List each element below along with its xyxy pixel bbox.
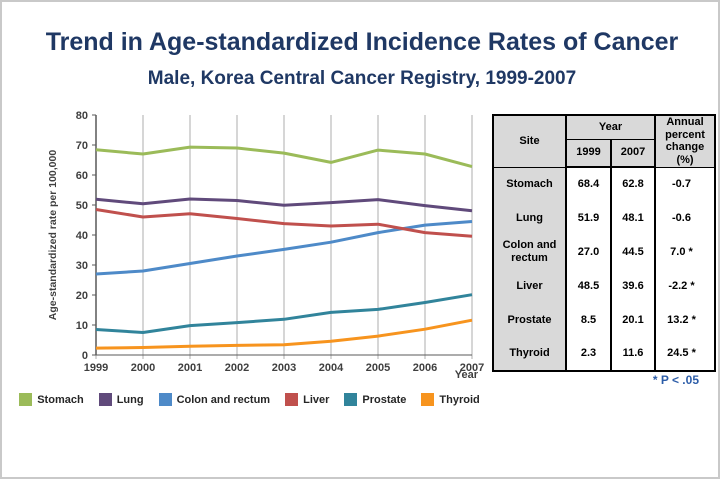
value-1999: 48.5: [565, 269, 612, 304]
series-line-stomach: [95, 145, 473, 169]
page-subtitle: Male, Korea Central Cancer Registry, 199…: [147, 68, 577, 89]
y-axis-title: Age-standardized rate per 100,000: [47, 150, 59, 321]
incidence-table: Site Year Annual percent change (%) 1999…: [492, 114, 716, 373]
incidence-trend-chart: 2007 2006 2005 2004 2003 2002 2001 2000 1999 80 70…: [10, 100, 490, 420]
table-row-lung: Lung 51.9 48.1 -0.6: [492, 201, 716, 236]
table-row-colon-rectum: Colon and rectum 27.0 44.5 7.0 *: [492, 235, 716, 270]
table-header-apc: Annual percent change (%): [654, 115, 716, 168]
legend-item-liver: Liver: [285, 393, 329, 406]
table-header-1999: 1999: [565, 139, 612, 169]
value-1999: 8.5: [565, 303, 612, 338]
value-2007: 20.1: [610, 303, 656, 338]
series-line-liver: [95, 208, 473, 238]
x-tick-label: 2003: [272, 362, 296, 374]
site-label: Stomach: [492, 167, 567, 202]
value-2007: 44.5: [610, 235, 656, 270]
legend-label: Liver: [303, 393, 330, 406]
legend-label: Prostate: [362, 393, 407, 406]
site-label: Lung: [492, 201, 567, 236]
thyroid-swatch-icon: [421, 393, 435, 406]
legend-item-colon-and-rectum: Colon and rectum: [158, 393, 271, 406]
y-tick-label: 10: [76, 320, 88, 332]
value-apc: -2.2 *: [654, 269, 716, 304]
site-label: Thyroid: [492, 337, 567, 372]
table-row-prostate: Prostate 8.5 20.1 13.2 *: [492, 303, 716, 338]
y-tick-label: 60: [76, 170, 88, 182]
value-1999: 68.4: [565, 167, 612, 202]
legend-item-stomach: Stomach: [19, 393, 84, 406]
series-line-colon-and-rectum: [95, 220, 473, 276]
x-tick-label: 2000: [131, 362, 155, 374]
x-tick-label: 2001: [178, 362, 202, 374]
value-apc: -0.6: [654, 201, 716, 236]
y-tick-label: 70: [76, 140, 88, 152]
table-header-year-group: Year: [565, 115, 656, 140]
table-row-thyroid: Thyroid 2.3 11.6 24.5 *: [492, 337, 716, 372]
line-chart-canvas: 2007 2006 2005 2004 2003 2002 2001 2000 1999 80 70…: [47, 110, 484, 381]
legend-item-thyroid: Thyroid: [421, 393, 480, 406]
x-axis-title: Year: [455, 369, 479, 381]
legend-label: Thyroid: [439, 393, 480, 406]
legend-label: Colon and rectum: [176, 393, 271, 406]
x-tick-label: 1999: [84, 362, 108, 374]
value-2007: 11.6: [610, 337, 656, 372]
lung-swatch-icon: [98, 393, 112, 406]
value-1999: 27.0: [565, 235, 612, 270]
table-header-site: Site: [492, 115, 567, 168]
value-apc: 13.2 *: [654, 303, 716, 338]
y-tick-label: 40: [76, 230, 88, 242]
prostate-swatch-icon: [344, 393, 358, 406]
site-label: Prostate: [492, 303, 567, 338]
value-apc: -0.7: [654, 167, 716, 202]
x-tick-label: 2002: [225, 362, 249, 374]
series-line-lung: [95, 197, 473, 213]
series-line-prostate: [95, 293, 473, 334]
x-tick-label: 2006: [413, 362, 437, 374]
legend-item-prostate: Prostate: [344, 393, 406, 406]
y-tick-label: 80: [76, 110, 88, 122]
y-tick-label: 30: [76, 260, 88, 272]
value-apc: 7.0 *: [654, 235, 716, 270]
y-tick-label: 0: [82, 350, 88, 362]
value-1999: 51.9: [565, 201, 612, 236]
chart-legend: Stomach Lung Colon and rectum Liver Prostate…: [17, 393, 482, 406]
page-title: Trend in Age-standardized Incidence Rate…: [45, 28, 679, 56]
value-1999: 2.3: [565, 337, 612, 372]
table-row-liver: Liver 48.5 39.6 -2.2 *: [492, 269, 716, 304]
value-apc: 24.5 *: [654, 337, 716, 372]
p-value-footnote: * P < .05: [652, 373, 699, 387]
x-tick-label: 2004: [319, 362, 344, 374]
legend-label: Lung: [116, 393, 144, 406]
site-label: Colon and rectum: [492, 235, 567, 270]
y-tick-label: 20: [76, 290, 88, 302]
value-2007: 62.8: [610, 167, 656, 202]
series-line-thyroid: [95, 318, 473, 350]
stomach-swatch-icon: [19, 393, 33, 406]
site-label: Liver: [492, 269, 567, 304]
table-row-stomach: Stomach 68.4 62.8 -0.7: [492, 167, 716, 202]
y-tick-label: 50: [76, 200, 88, 212]
legend-label: Stomach: [37, 393, 84, 406]
colon-and-rectum-swatch-icon: [158, 393, 172, 406]
x-tick-label: 2007: [460, 362, 484, 374]
liver-swatch-icon: [285, 393, 299, 406]
legend-item-lung: Lung: [98, 393, 144, 406]
x-tick-label: 2005: [366, 362, 390, 374]
value-2007: 48.1: [610, 201, 656, 236]
value-2007: 39.6: [610, 269, 656, 304]
table-header-2007: 2007: [610, 139, 656, 169]
